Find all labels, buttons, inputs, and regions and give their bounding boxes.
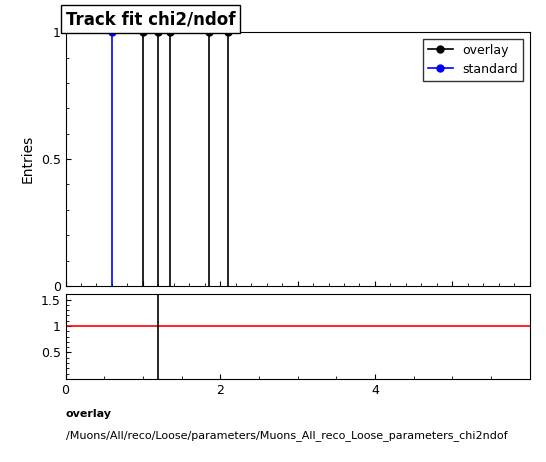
Legend: overlay, standard: overlay, standard bbox=[423, 39, 524, 81]
Text: /Muons/All/reco/Loose/parameters/Muons_All_reco_Loose_parameters_chi2ndof: /Muons/All/reco/Loose/parameters/Muons_A… bbox=[66, 430, 507, 441]
Text: Track fit chi2/ndof: Track fit chi2/ndof bbox=[66, 10, 235, 28]
Y-axis label: Entries: Entries bbox=[21, 135, 35, 183]
Text: overlay: overlay bbox=[66, 409, 111, 419]
